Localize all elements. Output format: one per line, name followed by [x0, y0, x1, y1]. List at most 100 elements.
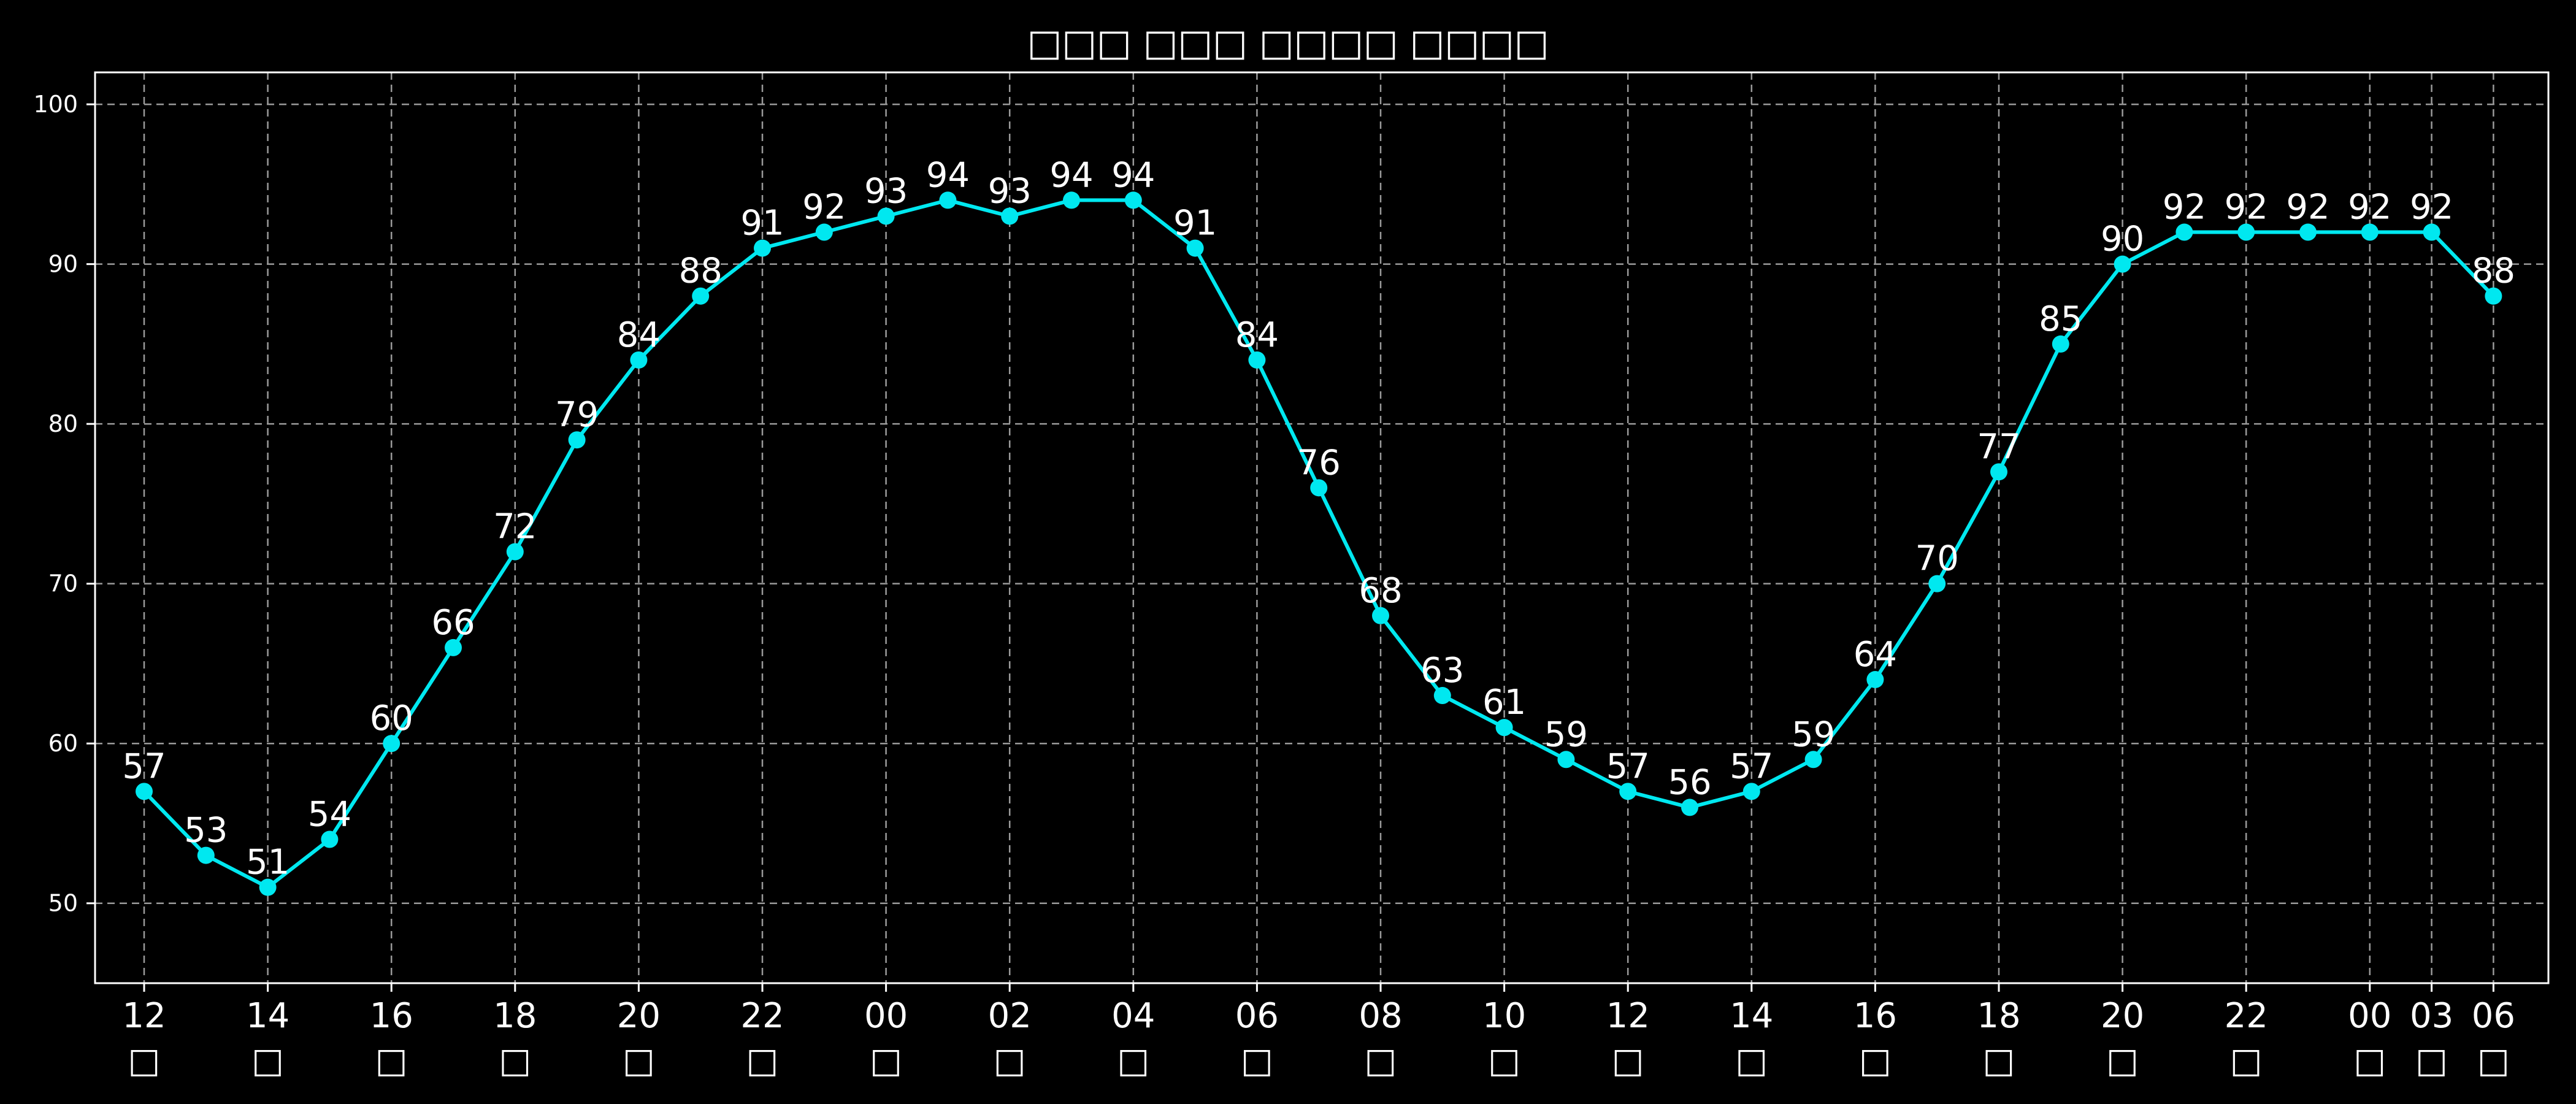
y-axis-ticks: 50 60 70 80 90 100 — [33, 91, 95, 917]
data-point — [815, 223, 833, 241]
data-label: 53 — [184, 811, 228, 851]
data-label: 63 — [1420, 651, 1464, 691]
data-point — [568, 431, 586, 449]
data-point — [506, 543, 524, 561]
x-tick-label: 06 — [1235, 996, 1279, 1036]
data-point — [321, 830, 339, 848]
x-tick-sublabel: □ — [1612, 1041, 1644, 1081]
x-tick-label: 00 — [2348, 996, 2391, 1036]
data-point — [1742, 783, 1760, 800]
x-tick-sublabel: □ — [2415, 1041, 2448, 1081]
x-tick-sublabel: □ — [1241, 1041, 1273, 1081]
x-tick-label: 20 — [617, 996, 661, 1036]
data-point — [1804, 751, 1822, 769]
data-label: 88 — [2472, 251, 2515, 291]
data-point — [1310, 479, 1328, 497]
plot-area-frame — [94, 71, 2550, 984]
x-tick-label: 22 — [740, 996, 784, 1036]
data-label: 94 — [1049, 155, 1093, 195]
data-label: 64 — [1853, 635, 1897, 675]
y-tick-label: 70 — [48, 570, 78, 597]
data-label: 54 — [308, 795, 351, 835]
x-tick-sublabel: □ — [128, 1041, 161, 1081]
x-tick-sublabel: □ — [623, 1041, 655, 1081]
data-label: 68 — [1359, 571, 1402, 611]
data-point — [1681, 799, 1698, 816]
x-tick-sublabel: □ — [1859, 1041, 1892, 1081]
x-tick-label: 16 — [370, 996, 413, 1036]
data-label: 59 — [1544, 715, 1588, 754]
data-point — [1063, 191, 1080, 209]
data-label: 94 — [926, 155, 970, 195]
data-label: 72 — [493, 507, 537, 547]
data-point — [1495, 719, 1513, 737]
data-label: 59 — [1792, 715, 1835, 754]
data-label: 76 — [1297, 443, 1341, 483]
data-label: 92 — [2286, 188, 2329, 228]
x-tick-sublabel: □ — [994, 1041, 1026, 1081]
x-tick-label: 06 — [2472, 996, 2515, 1036]
data-point — [877, 207, 895, 225]
x-tick-sublabel: □ — [2106, 1041, 2139, 1081]
x-tick-label: 14 — [1730, 996, 1773, 1036]
data-label: 60 — [370, 699, 413, 738]
data-label: 92 — [2348, 188, 2391, 228]
grid-lines — [95, 72, 2548, 983]
data-point — [1866, 671, 1884, 688]
x-tick-sublabel: □ — [1735, 1041, 1768, 1081]
x-axis-ticks: 12 □ 14 □ 16 □ 18 □ 20 □ 22 □ 00 □ 02 □ 04 □ 06 □ 08 □ 10 □ 12 □ 1… — [122, 983, 2515, 1081]
data-points — [136, 191, 2502, 896]
data-label: 92 — [2410, 188, 2453, 228]
data-label: 84 — [1235, 315, 1279, 355]
x-tick-label: 02 — [988, 996, 1032, 1036]
data-label: 91 — [1173, 204, 1217, 243]
x-tick-sublabel: □ — [2353, 1041, 2386, 1081]
data-label: 57 — [1606, 746, 1650, 786]
data-point — [445, 638, 462, 656]
data-point — [1124, 191, 1142, 209]
data-label: 61 — [1482, 683, 1526, 723]
x-tick-sublabel: □ — [2230, 1041, 2263, 1081]
x-tick-sublabel: □ — [870, 1041, 902, 1081]
data-point — [2485, 287, 2502, 305]
chart-title: □□□ □□□ □□□□ □□□□ — [1027, 21, 1549, 64]
x-tick-sublabel: □ — [1488, 1041, 1520, 1081]
data-label: 91 — [740, 204, 784, 243]
y-tick-label: 50 — [48, 890, 78, 917]
x-tick-label: 04 — [1111, 996, 1155, 1036]
x-tick-label: 03 — [2410, 996, 2453, 1036]
x-tick-sublabel: □ — [1983, 1041, 2015, 1081]
data-point — [630, 351, 648, 369]
x-tick-label: 10 — [1482, 996, 1526, 1036]
x-tick-sublabel: □ — [375, 1041, 408, 1081]
x-tick-label: 22 — [2225, 996, 2268, 1036]
x-tick-sublabel: □ — [499, 1041, 531, 1081]
data-point — [1990, 463, 2007, 481]
data-point — [1372, 607, 1389, 624]
data-point — [1557, 751, 1575, 769]
y-tick-label: 60 — [48, 730, 78, 757]
data-label: 88 — [679, 251, 723, 291]
data-label: 79 — [555, 395, 599, 435]
data-point — [692, 287, 710, 305]
data-labels: 57 53 51 54 60 66 72 79 84 88 91 92 93 94 93 94 94 91 84 76… — [122, 155, 2515, 882]
data-point — [2237, 223, 2255, 241]
data-point — [383, 735, 401, 753]
data-point — [1001, 207, 1019, 225]
data-point — [2299, 223, 2317, 241]
y-tick-label: 80 — [48, 410, 78, 437]
x-tick-label: 08 — [1359, 996, 1402, 1036]
data-point — [1186, 239, 1204, 257]
x-tick-label: 18 — [1977, 996, 2020, 1036]
data-point — [197, 846, 215, 864]
data-point — [754, 239, 771, 257]
data-point — [2423, 223, 2440, 241]
data-label: 57 — [122, 746, 166, 786]
data-label: 51 — [246, 843, 289, 883]
data-label: 70 — [1915, 539, 1959, 579]
data-point — [939, 191, 957, 209]
x-tick-label: 16 — [1853, 996, 1897, 1036]
data-label: 56 — [1668, 762, 1711, 802]
x-tick-sublabel: □ — [746, 1041, 779, 1081]
